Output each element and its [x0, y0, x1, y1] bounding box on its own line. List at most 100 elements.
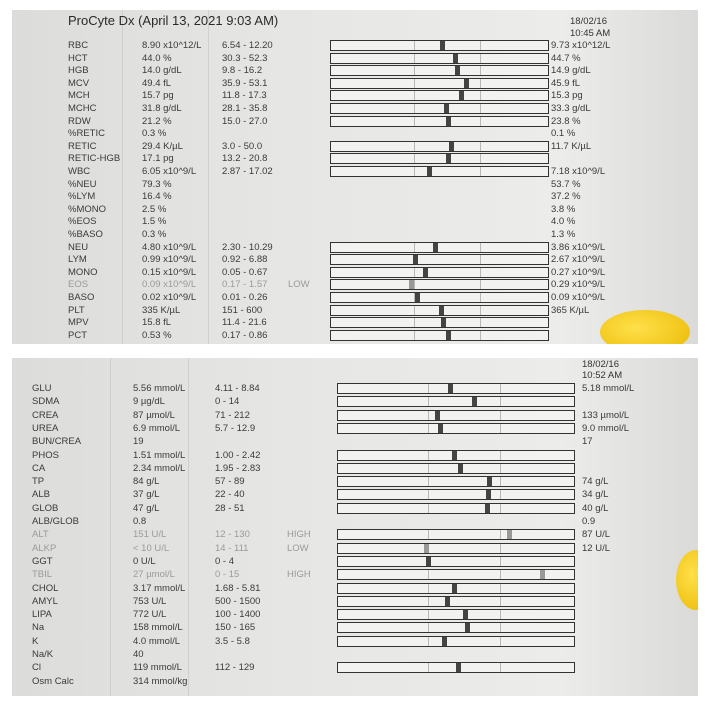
range-low-line: [428, 570, 430, 580]
test-value: 335 K/µL: [142, 304, 181, 316]
previous-value: 0.29 x10^9/L: [551, 279, 606, 291]
previous-value: 3.8 %: [551, 203, 576, 215]
range-bar: [330, 52, 549, 64]
range-low-line: [414, 78, 416, 88]
range-low-line: [414, 53, 416, 63]
range-low-line: [428, 543, 430, 553]
range-bar: [330, 292, 549, 303]
range-bar: [330, 166, 549, 177]
range-high-line: [499, 490, 501, 500]
previous-value: 9.0 mmol/L: [582, 422, 629, 434]
range-high-line: [499, 623, 501, 633]
procyte-report-photo: ProCyte Dx (April 13, 2021 9:03 AM) 18/0…: [12, 10, 698, 344]
range-low-line: [428, 596, 430, 606]
range-low-line: [414, 318, 416, 328]
previous-value: 12 U/L: [582, 542, 610, 554]
range-bar: [337, 462, 575, 474]
test-name: TP: [32, 476, 45, 488]
test-name: CHOL: [32, 582, 59, 594]
reference-range: 0 - 15: [215, 569, 240, 581]
reference-range: 28 - 51: [215, 502, 245, 514]
range-bar: [330, 279, 549, 291]
previous-value: 37.2 %: [551, 191, 581, 203]
test-value: 87 µmol/L: [133, 409, 175, 421]
range-low-line: [414, 267, 416, 277]
range-high-line: [499, 663, 501, 673]
test-name: LYM: [68, 254, 87, 266]
reference-range: 22 - 40: [215, 489, 245, 501]
test-name: EOS: [68, 279, 89, 291]
previous-value: 365 K/µL: [551, 304, 590, 316]
range-bar: [330, 40, 549, 51]
range-bar: [330, 153, 549, 165]
range-high-line: [499, 530, 501, 540]
test-name: NEU: [68, 241, 89, 253]
test-value: 6.05 x10^9/L: [142, 166, 197, 177]
reference-range: 1.95 - 2.83: [215, 462, 261, 474]
paper-fold: [208, 10, 209, 344]
reference-range: 5.7 - 12.9: [215, 422, 256, 434]
range-bar: [330, 304, 549, 316]
range-bar: [337, 502, 575, 514]
previous-value: 53.7 %: [551, 178, 581, 190]
previous-value: 14.9 g/dL: [551, 65, 591, 77]
test-name: MCH: [68, 90, 90, 102]
test-value: 16.4 %: [142, 191, 172, 203]
result-marker: [423, 543, 429, 553]
range-low-line: [414, 154, 416, 164]
result-marker: [412, 255, 418, 265]
result-marker: [458, 91, 464, 101]
result-marker: [485, 490, 491, 500]
reference-range: 150 - 165: [215, 622, 256, 634]
reference-range: 1.00 - 2.42: [215, 449, 261, 461]
range-low-line: [414, 280, 416, 290]
test-name: TBIL: [32, 569, 53, 581]
test-value: 772 U/L: [133, 609, 167, 621]
result-marker: [434, 410, 440, 420]
test-name: UREA: [32, 422, 59, 434]
test-name: HGB: [68, 65, 89, 77]
test-value: 753 U/L: [133, 595, 167, 607]
test-name: GLU: [32, 383, 52, 394]
reference-range: 9.8 - 16.2: [222, 65, 263, 77]
test-value: 6.9 mmol/L: [133, 422, 180, 434]
test-name: AMYL: [32, 595, 58, 607]
range-bar: [330, 65, 549, 77]
previous-value: 11.7 K/µL: [551, 140, 592, 152]
paper-fold: [122, 10, 123, 344]
range-bar: [337, 529, 575, 541]
reference-range: 500 - 1500: [215, 595, 261, 607]
reference-range: 12 - 130: [215, 529, 250, 541]
reference-range: 112 - 129: [215, 662, 255, 674]
range-low-line: [428, 463, 430, 473]
test-name: CA: [32, 462, 46, 474]
previous-value: 0.27 x10^9/L: [551, 266, 606, 278]
previous-value: 17: [582, 436, 593, 448]
range-low-line: [428, 623, 430, 633]
previous-value: 4.0 %: [551, 216, 576, 228]
reference-range: 14 - 111: [215, 542, 249, 554]
test-value: 0 U/L: [133, 555, 156, 567]
test-name: RDW: [68, 115, 91, 127]
range-high-line: [479, 255, 481, 265]
range-bar: [337, 662, 575, 674]
range-bar: [337, 409, 575, 421]
reference-range: 151 - 600: [222, 304, 263, 316]
range-bar: [330, 103, 549, 114]
range-high-line: [479, 141, 481, 151]
result-marker: [463, 78, 469, 88]
test-name: ALB: [32, 489, 50, 501]
result-marker: [464, 623, 470, 633]
range-bar: [337, 582, 575, 594]
reference-range: 30.3 - 52.3: [222, 52, 268, 64]
test-name: RBC: [68, 40, 89, 51]
range-low-line: [428, 397, 430, 407]
test-value: 0.09 x10^9/L: [142, 279, 197, 291]
test-value: 158 mmol/L: [133, 622, 183, 634]
previous-value: 0.1 %: [551, 128, 576, 140]
range-high-line: [479, 41, 481, 50]
result-marker: [422, 267, 428, 277]
fingernail: [676, 550, 698, 610]
range-bar: [330, 241, 549, 253]
reference-range: 0.17 - 0.86: [222, 329, 268, 341]
